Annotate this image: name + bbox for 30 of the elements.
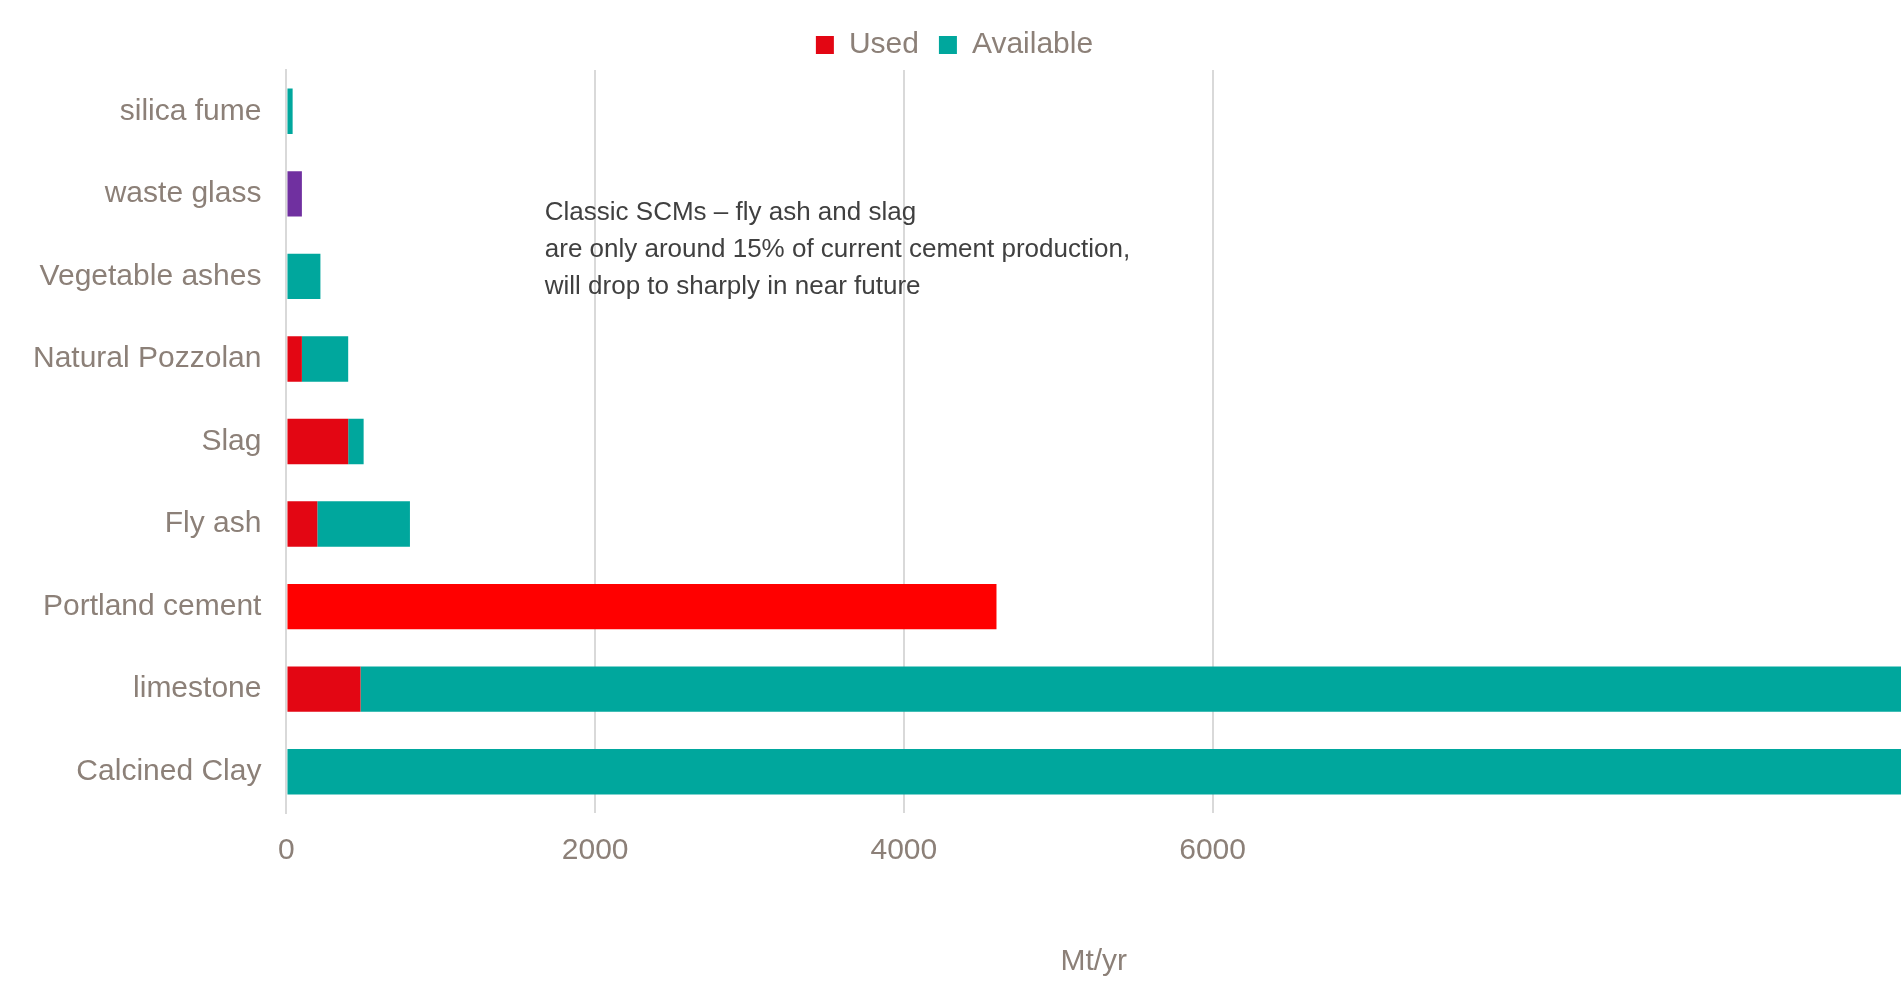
bar: [287, 418, 349, 465]
bar: [317, 501, 410, 547]
bar: [287, 88, 293, 134]
y-tick-label: silica fume: [119, 92, 262, 126]
bar: [287, 253, 321, 300]
bar: [301, 336, 349, 382]
x-tick-label: 4000: [870, 832, 938, 866]
x-tick-label: 0: [278, 832, 295, 866]
y-tick-label: Natural Pozzolan: [32, 340, 262, 374]
x-axis-title: Mt/yr: [1060, 943, 1128, 977]
bar: [348, 418, 364, 465]
y-tick-label: Calcined Clay: [76, 752, 262, 786]
bar: [360, 666, 1901, 712]
bar: [287, 501, 318, 547]
x-tick-label: 6000: [1179, 832, 1246, 866]
y-tick-label: waste glass: [103, 175, 262, 209]
y-tick-label: Slag: [201, 422, 262, 456]
x-tick-label: 2000: [561, 832, 629, 866]
bar: [287, 171, 302, 217]
legend-label: Used: [848, 26, 919, 60]
legend-label: Available: [971, 26, 1094, 60]
annotation: Classic SCMs – fly ash and slag are only around 15% of current cement production, will drop to sharply in near future: [543, 196, 1131, 301]
bar: [287, 666, 361, 712]
y-tick-label: Portland cement: [43, 587, 263, 621]
bar: [287, 583, 997, 630]
y-tick-label: Fly ash: [164, 505, 262, 539]
y-tick-label: Vegetable ashes: [39, 257, 262, 291]
bar: [287, 336, 302, 382]
y-tick-label: limestone: [133, 670, 262, 704]
bar: [287, 749, 1901, 795]
